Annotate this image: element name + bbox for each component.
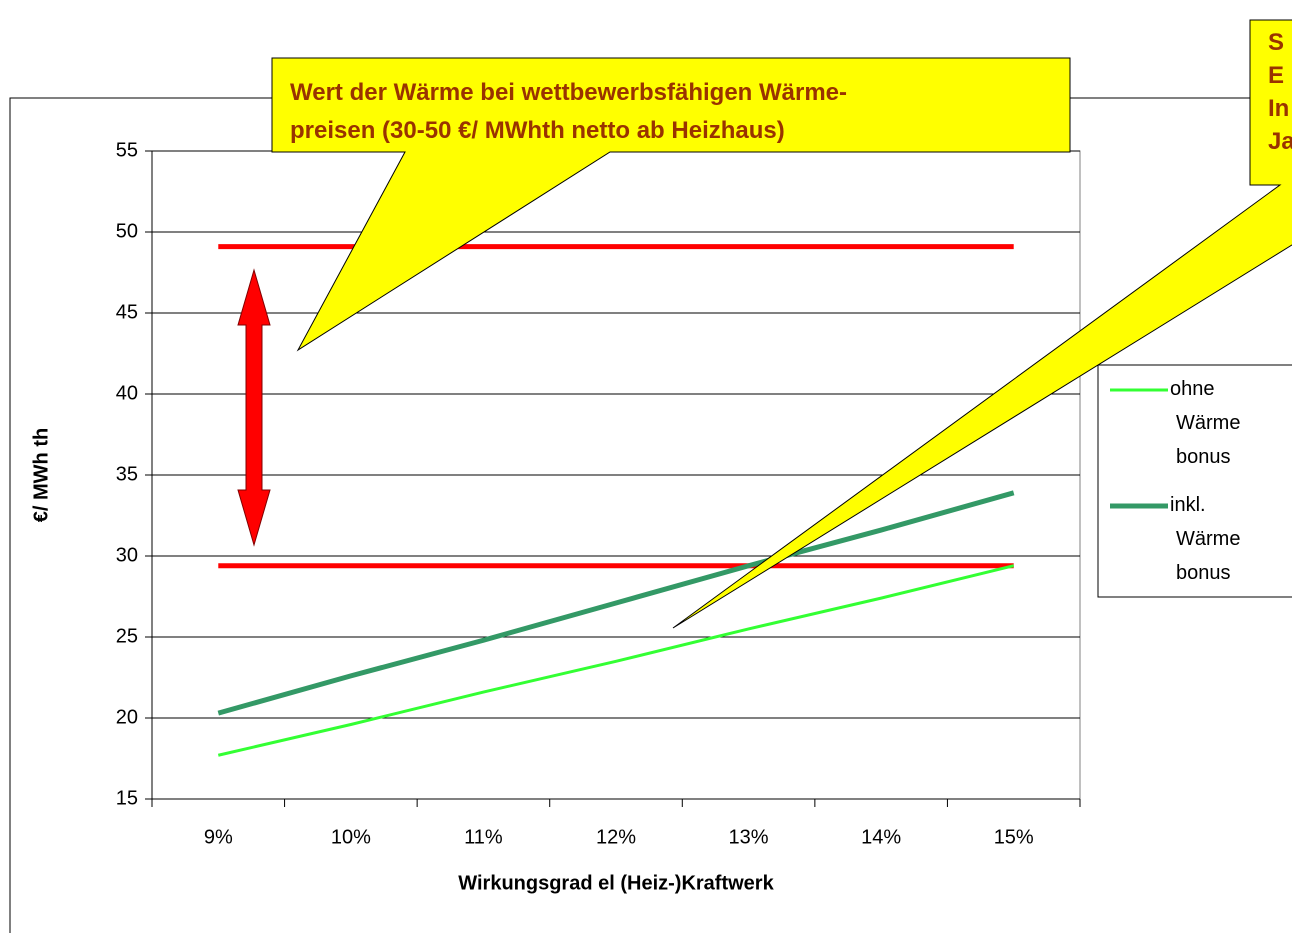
callout-text: In	[1268, 95, 1289, 122]
y-tick-label: 20	[116, 706, 138, 728]
series-line	[217, 490, 1015, 716]
x-tick-label: 14%	[861, 826, 901, 848]
y-axis-label: €/ MWh th	[30, 428, 52, 522]
y-tick-label: 15	[116, 787, 138, 809]
x-tick-label: 9%	[204, 826, 233, 848]
callout-text: preisen (30-50 €/ MWhth netto ab Heizhau…	[290, 117, 785, 144]
legend-box	[1097, 364, 1292, 598]
range-arrow	[237, 268, 271, 547]
x-tick-label: 12%	[596, 826, 636, 848]
callout-text: E	[1268, 62, 1284, 89]
callout-text: Ja	[1268, 128, 1292, 155]
y-tick-label: 35	[116, 463, 138, 485]
x-tick-label: 15%	[994, 826, 1034, 848]
x-axis-label: Wirkungsgrad el (Heiz-)Kraftwerk	[458, 872, 774, 894]
y-tick-label: 40	[116, 382, 138, 404]
x-tick-label: 10%	[331, 826, 371, 848]
y-tick-label: 50	[116, 220, 138, 242]
y-tick-label: 55	[116, 139, 138, 161]
callout-text: Wert der Wärme bei wettbewerbsfähigen Wä…	[290, 79, 847, 106]
series-line	[217, 564, 1015, 757]
legend-label: inkl. Wärme bonus	[1170, 494, 1240, 584]
legend-label: ohne Wärme bonus	[1170, 378, 1240, 468]
callout-text: S	[1268, 29, 1284, 56]
callout	[672, 19, 1292, 629]
x-tick-label: 13%	[729, 826, 769, 848]
y-tick-label: 25	[116, 625, 138, 647]
y-tick-label: 30	[116, 544, 138, 566]
callout	[271, 57, 1071, 352]
y-tick-label: 45	[116, 301, 138, 323]
x-tick-label: 11%	[464, 826, 503, 848]
